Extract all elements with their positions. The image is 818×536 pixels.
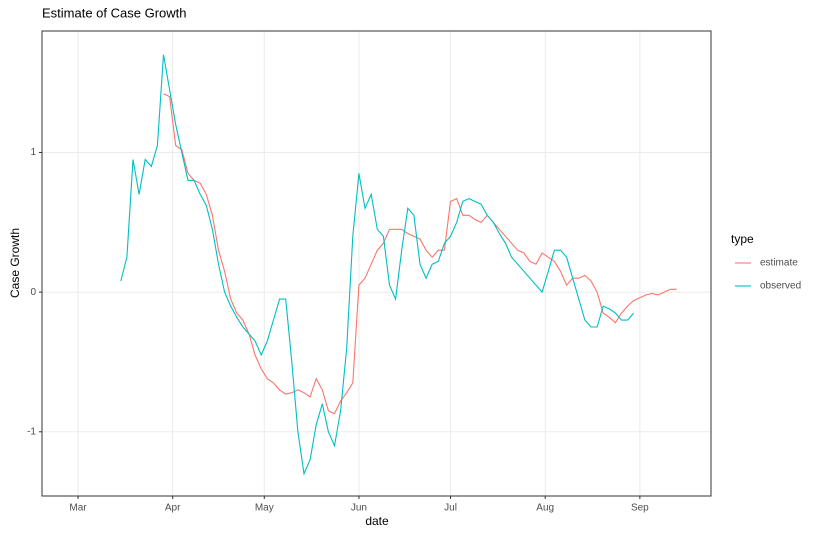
x-tick-label: Sep [631, 503, 649, 514]
x-tick-label: May [255, 503, 274, 514]
y-tick-label: 1 [30, 147, 36, 158]
plot-border [41, 30, 712, 497]
x-tick-label: Aug [536, 503, 554, 514]
legend-label: estimate [760, 258, 798, 269]
x-tick-label: Jul [444, 503, 457, 514]
series-line [163, 93, 677, 415]
x-tick-label: Mar [69, 503, 87, 514]
chart-title: Estimate of Case Growth [42, 5, 187, 20]
y-tick-label: 0 [30, 287, 36, 298]
x-tick-label: Jun [351, 503, 367, 514]
x-tick-label: Apr [165, 503, 181, 514]
y-axis-label: Case Growth [8, 228, 22, 298]
x-axis-label: date [365, 514, 389, 528]
y-tick-label: -1 [27, 426, 36, 437]
legend-label: observed [760, 281, 801, 292]
legend-title: type [731, 232, 754, 246]
series-line [120, 54, 635, 476]
